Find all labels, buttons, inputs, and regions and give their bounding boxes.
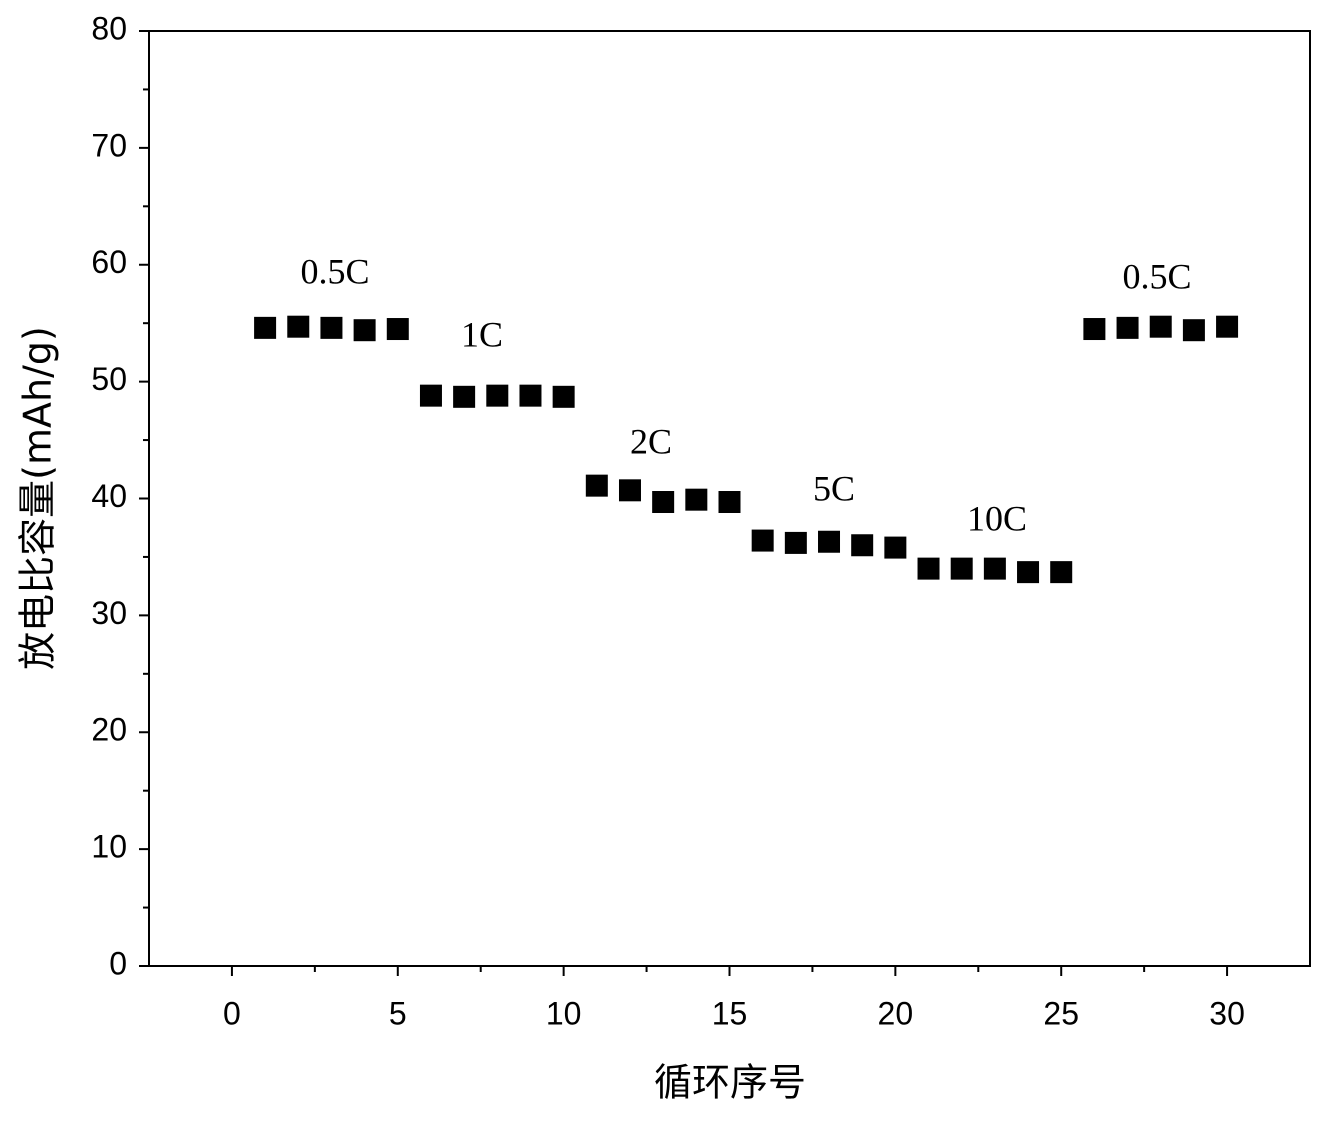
marker	[652, 491, 674, 513]
annotation: 2C	[630, 421, 672, 461]
marker	[785, 532, 807, 554]
y-tick-label: 20	[91, 712, 127, 748]
marker	[918, 558, 940, 580]
marker	[1050, 561, 1072, 583]
annotation: 10C	[967, 498, 1027, 538]
marker	[1017, 561, 1039, 583]
marker	[951, 558, 973, 580]
y-tick-label: 10	[91, 829, 127, 865]
marker	[719, 491, 741, 513]
x-axis-title: 循环序号	[654, 1061, 806, 1105]
marker	[1150, 316, 1172, 338]
x-tick-label: 5	[389, 995, 407, 1031]
annotation: 0.5C	[1122, 256, 1191, 296]
annotation: 5C	[813, 468, 855, 508]
marker	[685, 489, 707, 511]
y-tick-label: 60	[91, 244, 127, 280]
marker	[287, 316, 309, 338]
marker	[752, 530, 774, 552]
y-tick-label: 80	[91, 10, 127, 46]
marker	[851, 534, 873, 556]
marker	[884, 537, 906, 559]
y-axis-title: 放电比容量(mAh/g)	[16, 326, 60, 670]
marker	[387, 318, 409, 340]
y-tick-label: 40	[91, 478, 127, 514]
marker	[1216, 316, 1238, 338]
marker	[818, 531, 840, 553]
y-tick-label: 30	[91, 595, 127, 631]
marker	[1083, 318, 1105, 340]
x-tick-label: 0	[223, 995, 241, 1031]
annotation: 1C	[461, 314, 503, 354]
marker	[586, 475, 608, 497]
y-tick-label: 0	[109, 945, 127, 981]
marker	[354, 319, 376, 341]
marker	[984, 558, 1006, 580]
x-tick-label: 30	[1209, 995, 1245, 1031]
marker	[1183, 319, 1205, 341]
x-tick-label: 10	[546, 995, 582, 1031]
marker	[320, 317, 342, 339]
marker	[553, 386, 575, 408]
marker	[519, 385, 541, 407]
y-tick-label: 70	[91, 127, 127, 163]
marker	[420, 385, 442, 407]
x-tick-label: 20	[878, 995, 914, 1031]
marker	[486, 385, 508, 407]
y-tick-label: 50	[91, 361, 127, 397]
marker	[1117, 317, 1139, 339]
x-tick-label: 15	[712, 995, 748, 1031]
annotation: 0.5C	[300, 251, 369, 291]
x-tick-label: 25	[1043, 995, 1079, 1031]
marker	[254, 317, 276, 339]
marker	[453, 386, 475, 408]
marker	[619, 479, 641, 501]
